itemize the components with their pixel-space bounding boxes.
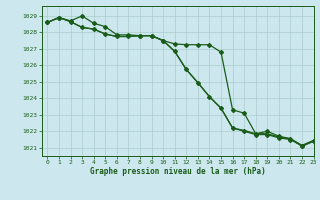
X-axis label: Graphe pression niveau de la mer (hPa): Graphe pression niveau de la mer (hPa) — [90, 167, 266, 176]
